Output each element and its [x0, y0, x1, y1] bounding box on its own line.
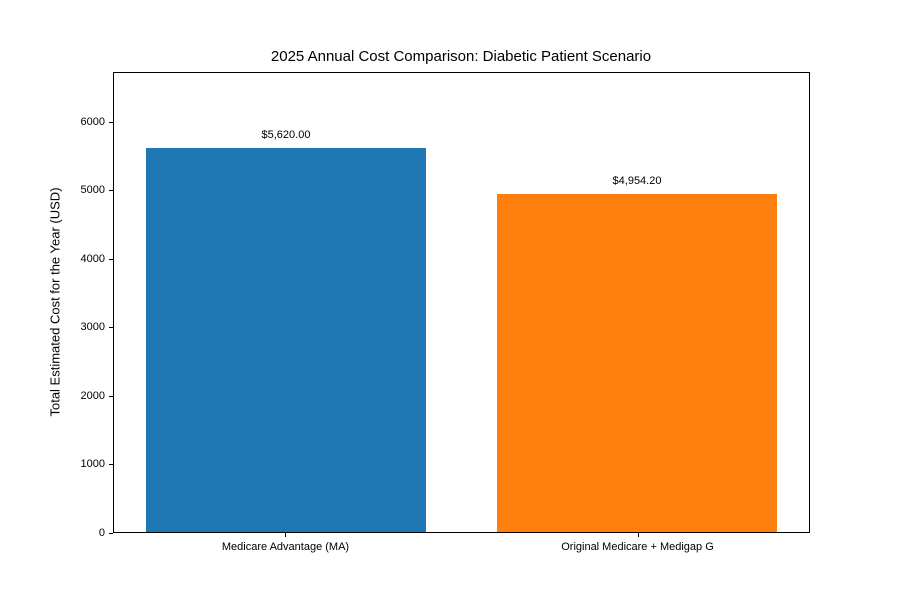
y-tick-mark-2 — [109, 395, 113, 397]
x-tick-mark-0 — [285, 533, 287, 537]
y-tick-label-3: 3000 — [80, 321, 105, 334]
y-tick-label-6: 6000 — [80, 115, 105, 128]
x-tick-mark-1 — [637, 533, 639, 537]
y-tick-mark-0 — [109, 533, 113, 534]
y-tick-label-4: 4000 — [80, 252, 105, 265]
y-tick-mark-1 — [109, 464, 113, 466]
bar-0 — [145, 148, 427, 532]
x-tick-label-0: Medicare Advantage (MA) — [221, 541, 350, 553]
y-axis-label: Total Estimated Cost for the Year (USD) — [47, 187, 63, 417]
bar-value-label-1: $4,954.20 — [612, 174, 662, 187]
y-tick-mark-4 — [109, 258, 113, 260]
bar-value-label-0: $5,620.00 — [261, 129, 311, 142]
y-tick-label-2: 2000 — [80, 389, 105, 402]
y-tick-label-0: 0 — [98, 527, 105, 539]
y-tick-mark-5 — [109, 190, 113, 192]
y-tick-label-1: 1000 — [80, 458, 105, 471]
bar-1 — [496, 193, 778, 532]
chart-title: 2025 Annual Cost Comparison: Diabetic Pa… — [270, 48, 652, 65]
y-tick-label-5: 5000 — [80, 184, 105, 197]
x-tick-label-1: Original Medicare + Medigap G — [561, 541, 714, 553]
plot-area: $5,620.00 $4,954.20 — [113, 72, 810, 533]
y-tick-mark-3 — [109, 327, 113, 329]
y-tick-mark-6 — [109, 121, 113, 123]
